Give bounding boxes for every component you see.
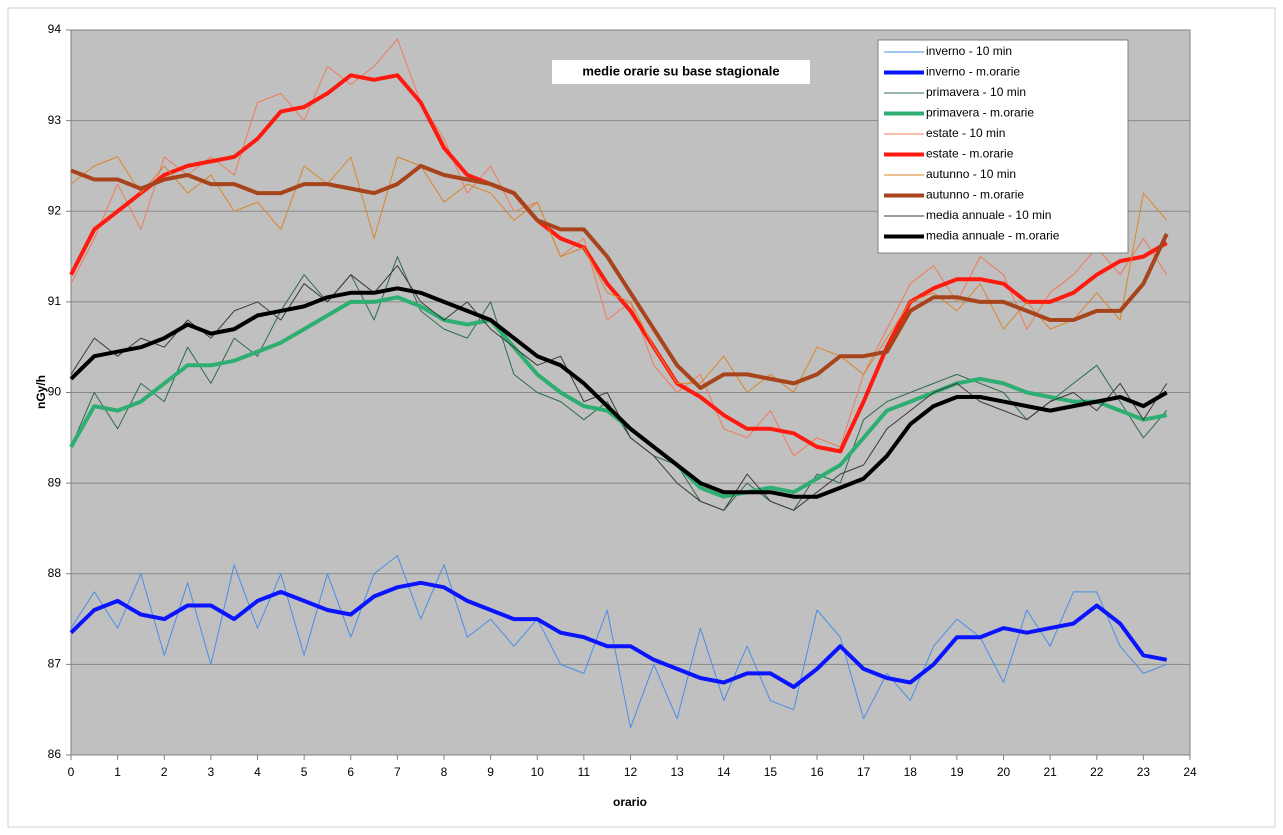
- x-tick-label: 5: [301, 765, 308, 779]
- legend-label: primavera - 10 min: [926, 85, 1026, 99]
- legend-label: autunno - 10 min: [926, 167, 1016, 181]
- x-tick-label: 14: [717, 765, 731, 779]
- legend-label: inverno - m.orarie: [926, 65, 1020, 79]
- x-tick-label: 2: [161, 765, 168, 779]
- series-line: [70, 156, 1168, 393]
- y-tick-label: 93: [48, 113, 62, 127]
- series-line: [69, 286, 1168, 499]
- y-tick-label: 90: [48, 385, 62, 399]
- y-tick-label: 86: [48, 747, 62, 761]
- x-tick-label: 20: [997, 765, 1011, 779]
- series-line: [70, 38, 1168, 457]
- legend-label: estate - 10 min: [926, 126, 1005, 140]
- x-tick-label: 0: [68, 765, 75, 779]
- x-tick-label: 8: [441, 765, 448, 779]
- y-tick-label: 89: [48, 475, 62, 489]
- y-axis-label: nGy/h: [34, 375, 48, 409]
- legend-label: inverno - 10 min: [926, 44, 1012, 58]
- x-tick-label: 10: [531, 765, 545, 779]
- x-tick-label: 18: [904, 765, 918, 779]
- x-axis-label: orario: [613, 795, 647, 809]
- x-tick-label: 16: [810, 765, 824, 779]
- chart-title: medie orarie su base stagionale: [582, 63, 779, 78]
- legend-label: media annuale - 10 min: [926, 208, 1051, 222]
- legend-label: autunno - m.orarie: [926, 188, 1024, 202]
- x-tick-label: 21: [1043, 765, 1057, 779]
- x-tick-label: 17: [857, 765, 871, 779]
- x-tick-label: 22: [1090, 765, 1104, 779]
- x-tick-label: 11: [578, 765, 591, 779]
- x-tick-label: 12: [624, 765, 638, 779]
- y-tick-label: 94: [48, 22, 62, 36]
- y-tick-label: 88: [48, 566, 62, 580]
- x-tick-label: 7: [394, 765, 401, 779]
- x-tick-label: 13: [670, 765, 684, 779]
- x-tick-label: 19: [950, 765, 964, 779]
- x-tick-label: 6: [347, 765, 354, 779]
- series-line: [70, 163, 1169, 390]
- x-tick-label: 9: [487, 765, 494, 779]
- x-tick-label: 15: [764, 765, 778, 779]
- x-tick-label: 24: [1183, 765, 1197, 779]
- x-tick-label: 1: [114, 765, 121, 779]
- y-tick-label: 92: [48, 203, 62, 217]
- legend-label: primavera - m.orarie: [926, 106, 1034, 120]
- legend-label: estate - m.orarie: [926, 147, 1014, 161]
- legend-box: [877, 39, 1129, 254]
- x-tick-label: 4: [254, 765, 261, 779]
- y-tick-label: 87: [48, 657, 62, 671]
- series-line: [69, 580, 1168, 689]
- x-tick-label: 3: [208, 765, 215, 779]
- plot-border: [70, 29, 1191, 756]
- series-line: [70, 555, 1167, 729]
- y-tick-label: 91: [48, 294, 62, 308]
- title-box: [552, 60, 810, 84]
- x-tick-label: 23: [1137, 765, 1151, 779]
- legend-label: media annuale - m.orarie: [926, 229, 1060, 243]
